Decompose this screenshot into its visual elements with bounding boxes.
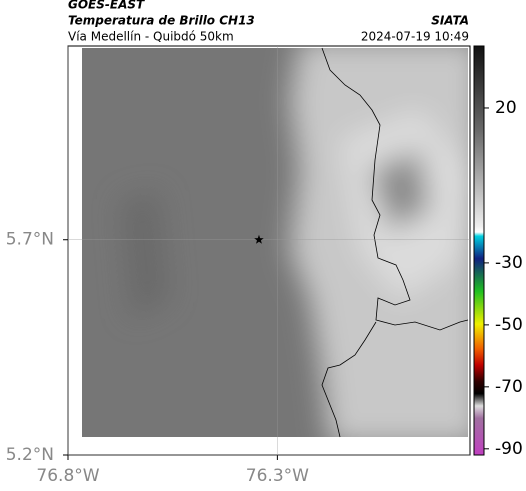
colorbar-tick-label: 20 xyxy=(495,98,517,118)
x-tick-label: 76.8°W xyxy=(36,466,99,486)
x-tick-label: 76.3°W xyxy=(246,466,309,486)
subtitle: Vía Medellín - Quibdó 50km xyxy=(68,30,234,44)
colorbar-tick-label: -70 xyxy=(495,377,523,397)
satellite-image xyxy=(82,48,468,437)
y-tick-label: 5.2°N xyxy=(6,445,54,465)
location-marker xyxy=(254,234,264,244)
colorbar-tick-label: -50 xyxy=(495,315,523,335)
colorbar xyxy=(473,45,485,456)
colorbar-tick-label: -30 xyxy=(495,253,523,273)
y-tick-label: 5.7°N xyxy=(6,230,54,250)
datetime: 2024-07-19 10:49 xyxy=(361,30,469,44)
border xyxy=(321,47,469,438)
title: Temperatura de Brillo CH13 xyxy=(68,14,255,28)
source: SIATA xyxy=(431,14,469,28)
satellite: GOES-EAST xyxy=(68,0,145,12)
colorbar-tick-label: -90 xyxy=(495,439,523,459)
